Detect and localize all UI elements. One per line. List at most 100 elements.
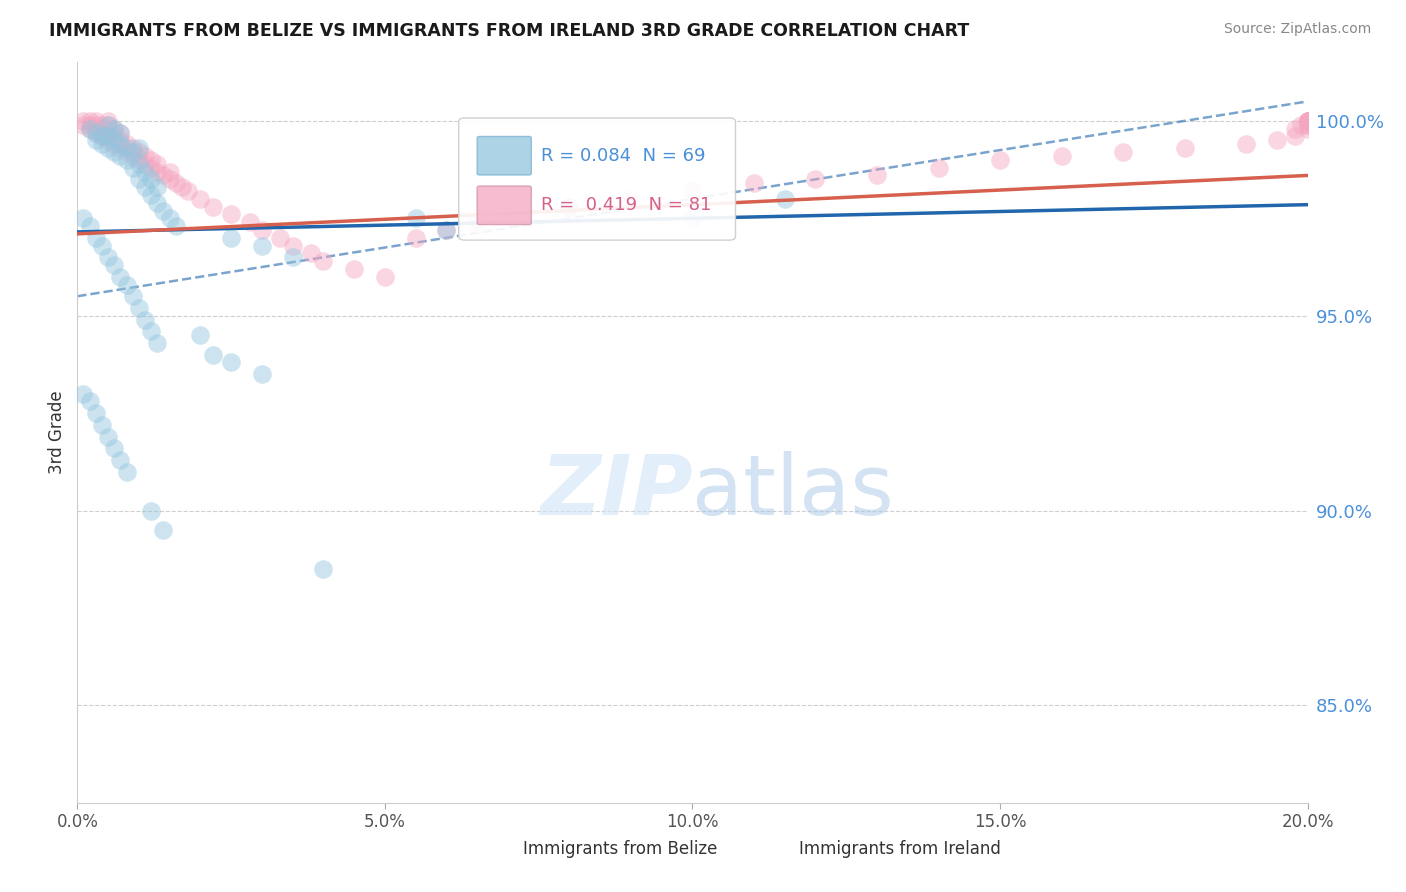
Point (134, 312, 156, 326)
Point (134, 180, 156, 194)
Point (1265, 133, 1288, 147)
Point (165, 176, 187, 190)
Point (1296, 114, 1319, 128)
Point (1234, 137, 1257, 152)
Point (97, 129, 120, 144)
Point (103, 441, 125, 455)
Text: Source: ZipAtlas.com: Source: ZipAtlas.com (1223, 22, 1371, 37)
Point (682, 211, 704, 226)
Point (1296, 114, 1319, 128)
Point (79, 114, 101, 128)
Point (742, 176, 765, 190)
Point (110, 126, 132, 140)
Point (269, 231, 291, 245)
Point (152, 169, 174, 183)
Point (134, 157, 156, 171)
Point (146, 157, 169, 171)
Point (121, 145, 143, 159)
Point (250, 223, 273, 237)
Point (146, 336, 169, 351)
Point (103, 129, 125, 144)
Point (773, 192, 796, 206)
Point (219, 207, 242, 221)
Point (97, 114, 120, 128)
Point (1291, 118, 1313, 132)
Point (72, 118, 94, 132)
Point (141, 161, 163, 175)
Point (97, 118, 120, 132)
Point (79, 118, 101, 132)
Point (1296, 114, 1319, 128)
FancyBboxPatch shape (477, 186, 531, 225)
Point (141, 188, 163, 202)
Text: ZIP: ZIP (540, 451, 693, 533)
Point (128, 145, 150, 159)
Point (84, 133, 107, 147)
Point (121, 141, 143, 155)
Text: IMMIGRANTS FROM BELIZE VS IMMIGRANTS FROM IRELAND 3RD GRADE CORRELATION CHART: IMMIGRANTS FROM BELIZE VS IMMIGRANTS FRO… (49, 22, 970, 40)
Point (1296, 118, 1319, 132)
Point (188, 328, 212, 343)
Text: R =  0.419  N = 81: R = 0.419 N = 81 (541, 196, 711, 214)
Point (128, 172, 150, 186)
Point (128, 301, 150, 315)
Point (152, 523, 174, 537)
Point (436, 223, 458, 237)
Point (84, 231, 107, 245)
Point (188, 192, 212, 206)
Point (141, 153, 163, 167)
Point (121, 161, 143, 175)
Point (121, 149, 143, 163)
Point (201, 348, 224, 362)
Point (177, 184, 200, 198)
Point (121, 289, 143, 303)
Point (436, 223, 458, 237)
Point (219, 355, 242, 369)
Point (250, 367, 273, 381)
Point (90, 121, 114, 136)
Point (312, 254, 335, 268)
Point (134, 149, 156, 163)
Point (405, 211, 427, 226)
Point (97, 429, 120, 443)
Point (928, 161, 950, 175)
FancyBboxPatch shape (758, 838, 793, 860)
Y-axis label: 3rd Grade: 3rd Grade (48, 391, 66, 475)
Point (115, 141, 138, 155)
Point (682, 184, 704, 198)
Point (165, 219, 187, 233)
Point (103, 133, 125, 147)
Point (90, 118, 114, 132)
Point (72, 386, 94, 401)
Point (84, 121, 107, 136)
Point (84, 114, 107, 128)
Point (141, 324, 163, 338)
Point (343, 262, 366, 277)
Point (84, 118, 107, 132)
Point (103, 137, 125, 152)
Point (90, 417, 114, 432)
Point (97, 141, 120, 155)
Point (97, 133, 120, 147)
Point (250, 238, 273, 252)
Point (159, 164, 181, 178)
Point (72, 114, 94, 128)
FancyBboxPatch shape (481, 838, 516, 860)
Point (146, 164, 169, 178)
Point (84, 406, 107, 420)
Point (405, 231, 427, 245)
Point (110, 269, 132, 284)
Point (146, 195, 169, 210)
Point (103, 258, 125, 272)
Point (281, 238, 304, 252)
Point (1174, 141, 1197, 155)
FancyBboxPatch shape (458, 118, 735, 240)
Point (866, 169, 889, 183)
Point (110, 126, 132, 140)
Point (115, 137, 138, 152)
Point (1296, 114, 1319, 128)
Point (1296, 114, 1319, 128)
Point (281, 250, 304, 264)
Point (312, 562, 335, 576)
Point (201, 200, 224, 214)
